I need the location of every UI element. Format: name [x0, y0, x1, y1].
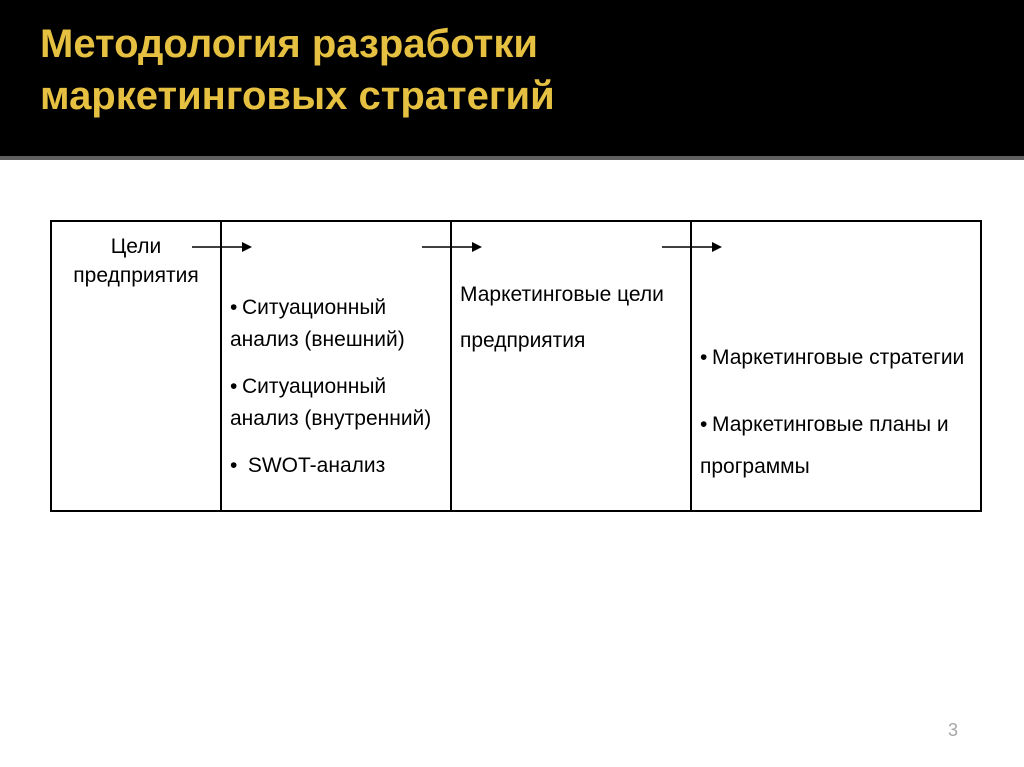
bullet-item: •Ситуационный анализ (внешний): [230, 292, 442, 355]
arrow-icon: [422, 240, 482, 254]
cell-4-bullets: •Маркетинговые стратегии •Маркетинговые …: [700, 342, 972, 488]
title-line-2: маркетинговых стратегий: [40, 74, 555, 118]
flow-cell-2: •Ситуационный анализ (внешний) •Ситуацио…: [221, 221, 451, 511]
bullet-item: •Ситуационный анализ (внутренний): [230, 371, 442, 434]
slide-title: Методология разработки маркетинговых стр…: [40, 18, 984, 122]
bullet-item: • SWOT-анализ: [230, 450, 442, 482]
bullet-text: SWOT-анализ: [248, 454, 385, 477]
bullet-text: Маркетинговые стратегии: [712, 346, 964, 369]
cell-2-bullets: •Ситуационный анализ (внешний) •Ситуацио…: [230, 292, 442, 482]
cell-3-header: Маркетинговые цели предприятия: [460, 272, 682, 364]
bullet-text: Ситуационный анализ (внешний): [230, 296, 405, 351]
bullet-text: Маркетинговые планы и программы: [700, 413, 949, 478]
flow-cell-4: •Маркетинговые стратегии •Маркетинговые …: [691, 221, 981, 511]
cell-1-header: Цели предприятия: [60, 232, 212, 291]
flow-cell-3: Маркетинговые цели предприятия: [451, 221, 691, 511]
page-number: 3: [948, 720, 958, 741]
title-bar: Методология разработки маркетинговых стр…: [0, 0, 1024, 160]
bullet-item: •Маркетинговые планы и программы: [700, 404, 972, 488]
arrow-icon: [662, 240, 722, 254]
bullet-item: •Маркетинговые стратегии: [700, 342, 972, 374]
title-line-1: Методология разработки: [40, 22, 538, 66]
content-area: Цели предприятия •Ситуационный анализ (в…: [0, 160, 1024, 532]
arrow-icon: [192, 240, 252, 254]
flow-diagram: Цели предприятия •Ситуационный анализ (в…: [50, 220, 982, 512]
bullet-text: Ситуационный анализ (внутренний): [230, 375, 431, 430]
flow-cell-1: Цели предприятия: [51, 221, 221, 511]
